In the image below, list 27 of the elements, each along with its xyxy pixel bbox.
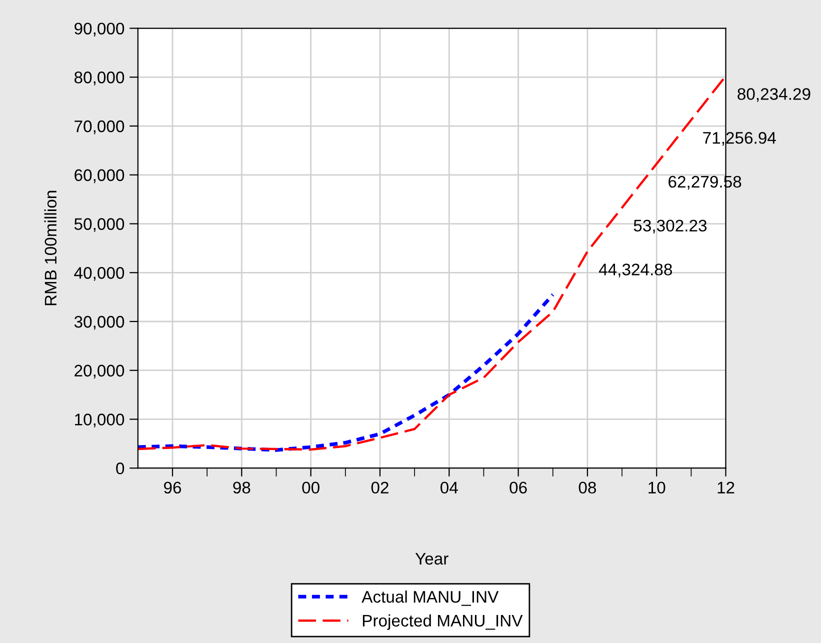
- legend-label: Actual MANU_INV: [362, 590, 499, 606]
- y-tick-label: 20,000: [74, 364, 124, 379]
- y-tick-label: 80,000: [74, 72, 124, 86]
- x-tick-label: 02: [371, 482, 388, 494]
- x-tick-label: 96: [164, 482, 182, 494]
- x-tick-label: 00: [302, 482, 320, 494]
- data-label: 44,324.88: [598, 264, 672, 278]
- y-tick-label: 10,000: [75, 414, 124, 428]
- y-tick-label: 90,000: [74, 22, 124, 36]
- x-tick-label: 98: [233, 482, 250, 494]
- line-series: [138, 292, 555, 452]
- y-tick-label: 70,000: [74, 120, 124, 134]
- y-tick-label: 30,000: [74, 316, 124, 330]
- legend-label: Projected MANU_INV: [362, 614, 523, 630]
- y-tick-label: 40,000: [74, 267, 124, 281]
- x-tick-label: 12: [718, 482, 734, 494]
- y-axis-title: RMB 100million: [44, 190, 57, 306]
- x-tick-label: 06: [510, 482, 527, 494]
- data-label: 53,302.23: [634, 220, 707, 234]
- x-tick-label: 08: [578, 482, 596, 494]
- x-tick-label: 04: [440, 482, 458, 494]
- data-label: 80,234.29: [738, 88, 810, 102]
- x-tick-label: 10: [648, 482, 666, 494]
- y-tick-label: 60,000: [74, 169, 124, 184]
- y-tick-label: 50,000: [74, 218, 124, 232]
- x-axis-title: Year: [415, 553, 448, 565]
- y-tick-label: 0: [116, 462, 124, 474]
